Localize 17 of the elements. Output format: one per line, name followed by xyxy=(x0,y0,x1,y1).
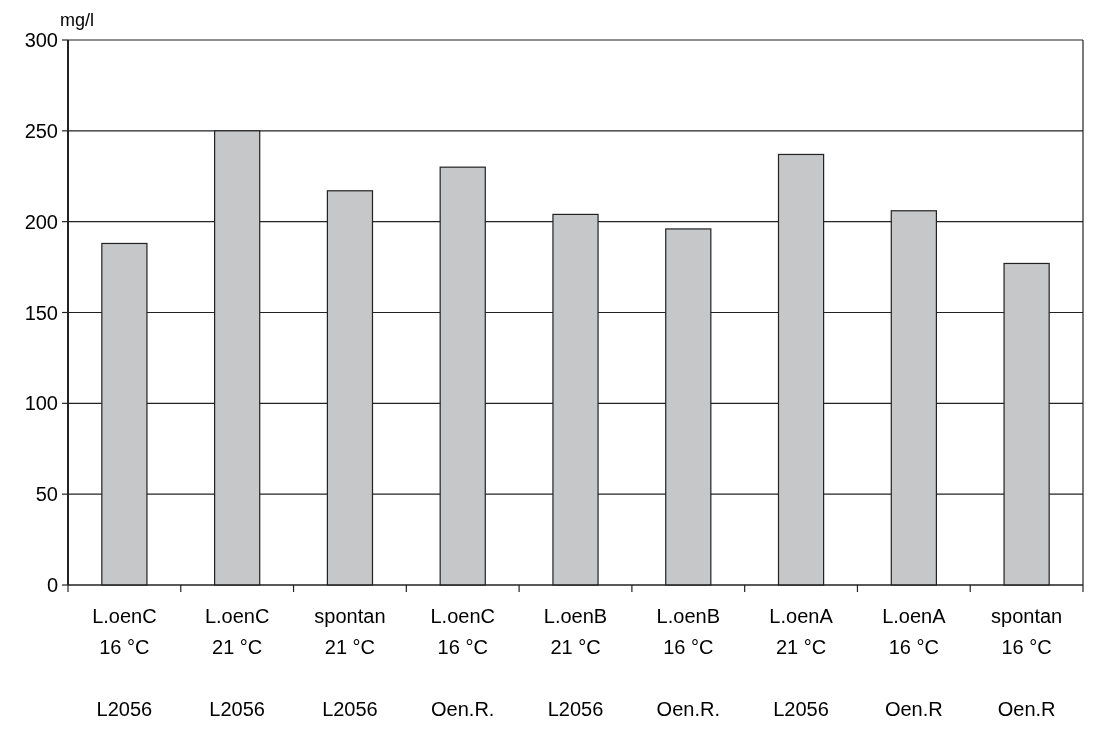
category-label: L.oenA 16 °C Oen.R xyxy=(882,605,946,720)
category-label: spontan 21 °C L2056 xyxy=(314,605,386,720)
category-label: L.oenB 21 °C L2056 xyxy=(543,605,608,720)
y-tick-label: 250 xyxy=(24,119,58,142)
y-tick-label: 50 xyxy=(35,483,58,506)
category-label: L.oenC 21 °C L2056 xyxy=(204,605,270,720)
y-tick-label: 150 xyxy=(24,301,58,324)
y-tick-label: 200 xyxy=(24,210,58,233)
y-axis-title: mg/l xyxy=(60,10,95,30)
y-tick-label: 0 xyxy=(46,574,58,596)
y-tick-label: 100 xyxy=(24,392,58,415)
category-label: L.oenA 21 °C L2056 xyxy=(769,605,833,720)
category-label: L.oenC 16 °C L2056 xyxy=(92,605,157,720)
category-label: spontan 16 °C Oen.R xyxy=(991,605,1063,720)
category-label: L.oenC 16 °C Oen.R. xyxy=(430,605,495,720)
y-tick-label: 300 xyxy=(24,29,58,51)
category-label: L.oenB 16 °C Oen.R. xyxy=(656,605,720,720)
